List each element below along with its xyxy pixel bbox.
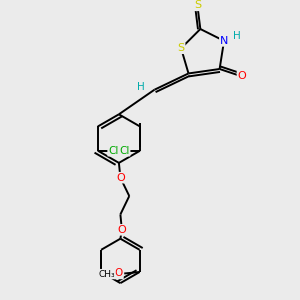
Text: CH₃: CH₃	[98, 270, 115, 279]
Text: O: O	[115, 268, 123, 278]
Text: O: O	[118, 225, 126, 235]
Text: Cl: Cl	[108, 146, 119, 156]
Text: O: O	[116, 173, 125, 183]
Text: H: H	[137, 82, 145, 92]
Text: O: O	[237, 71, 246, 81]
Text: Cl: Cl	[119, 146, 130, 156]
Text: N: N	[220, 36, 228, 46]
Text: H: H	[232, 31, 240, 40]
Text: S: S	[178, 43, 185, 53]
Text: S: S	[194, 0, 201, 10]
